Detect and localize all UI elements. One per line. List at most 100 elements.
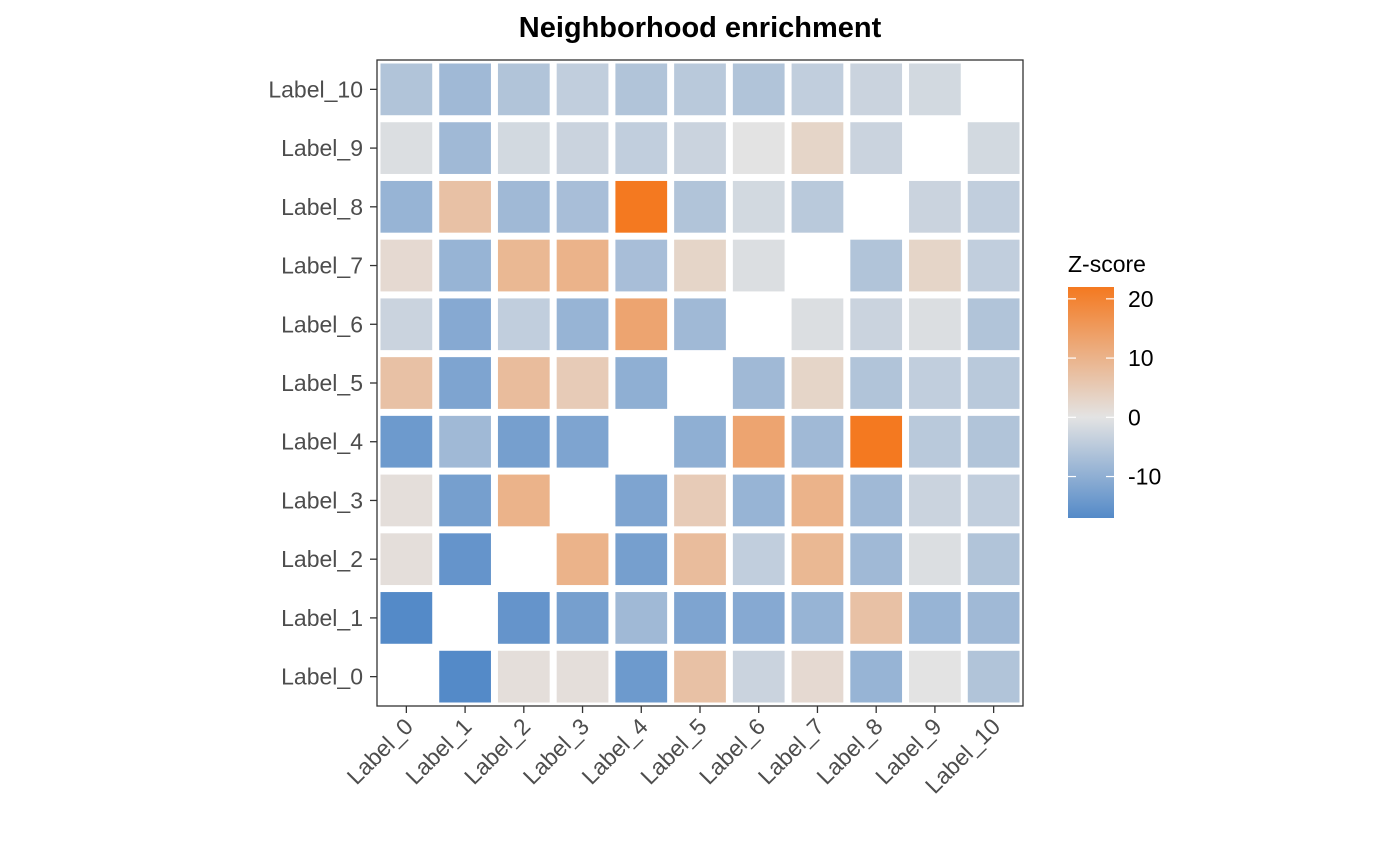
heatmap-cell-Label_1-Label_8 (439, 180, 491, 233)
heatmap-cell-Label_8-Label_10 (850, 63, 903, 116)
y-tick-label: Label_4 (281, 429, 363, 455)
heatmap-cell-Label_6-Label_2 (732, 533, 785, 586)
heatmap-cell-Label_1-Label_0 (439, 650, 491, 703)
heatmap-cell-Label_6-Label_3 (732, 474, 785, 527)
heatmap-cell-Label_10-Label_3 (967, 474, 1020, 527)
heatmap-cell-Label_0-Label_9 (380, 122, 433, 174)
heatmap-cell-Label_10-Label_7 (967, 239, 1020, 292)
heatmap-cell-Label_6-Label_10 (732, 63, 785, 116)
legend-tick-label: 20 (1128, 286, 1154, 312)
heatmap-cell-Label_10-Label_8 (967, 180, 1020, 233)
heatmap-cell-Label_4-Label_2 (615, 533, 668, 586)
y-tick-label: Label_8 (281, 194, 363, 220)
legend-tick-label: 10 (1128, 345, 1154, 371)
heatmap-cell-Label_7-Label_10 (791, 63, 844, 116)
heatmap-cell-Label_9-Label_10 (909, 63, 961, 116)
heatmap-cell-Label_0-Label_2 (380, 533, 433, 586)
heatmap-cell-Label_3-Label_0 (556, 650, 609, 703)
y-tick-label: Label_9 (281, 135, 363, 161)
heatmap-cell-Label_2-Label_6 (497, 298, 550, 351)
legend-ticks: -10 0 10 20 (1068, 286, 1161, 490)
heatmap-cell-Label_8-Label_4 (850, 415, 903, 468)
heatmap-cell-Label_5-Label_7 (674, 239, 726, 292)
heatmap-cell-Label_6-Label_1 (732, 592, 785, 644)
chart-title: Neighborhood enrichment (519, 12, 882, 44)
heatmap-cell-Label_3-Label_9 (556, 122, 609, 174)
heatmap-cell-Label_4-Label_0 (615, 650, 668, 703)
y-tick-label: Label_2 (281, 546, 363, 572)
heatmap-cell-Label_2-Label_1 (497, 592, 550, 644)
heatmap-cell-Label_2-Label_7 (497, 239, 550, 292)
heatmap-cell-Label_7-Label_1 (791, 592, 844, 644)
heatmap-cell-Label_8-Label_2 (850, 533, 903, 586)
legend: Z-score -10 0 10 20 (1068, 251, 1161, 518)
heatmap-cell-Label_0-Label_6 (380, 298, 433, 351)
heatmap-cell-Label_8-Label_1 (850, 592, 903, 644)
heatmap-cell-Label_1-Label_5 (439, 357, 491, 409)
heatmap-cell-Label_6-Label_7 (732, 239, 785, 292)
heatmap-cell-Label_4-Label_6 (615, 298, 668, 351)
heatmap-cell-Label_2-Label_4 (497, 415, 550, 468)
heatmap-cell-Label_7-Label_9 (791, 122, 844, 174)
heatmap-cell-Label_3-Label_2 (556, 533, 609, 586)
heatmap-cell-Label_6-Label_0 (732, 650, 785, 703)
y-tick-label: Label_3 (281, 487, 363, 513)
heatmap-cell-Label_5-Label_4 (674, 415, 726, 468)
heatmap-cell-Label_4-Label_1 (615, 592, 668, 644)
heatmap-cell-Label_10-Label_0 (967, 650, 1020, 703)
heatmap-cell-Label_5-Label_8 (674, 180, 726, 233)
heatmap-cell-Label_3-Label_1 (556, 592, 609, 644)
y-tick-label: Label_6 (281, 311, 363, 337)
heatmap-cell-Label_4-Label_5 (615, 357, 668, 409)
heatmap-cell-Label_4-Label_9 (615, 122, 668, 174)
heatmap-cell-Label_1-Label_6 (439, 298, 491, 351)
heatmap-cell-Label_9-Label_1 (909, 592, 961, 644)
heatmap-cell-Label_0-Label_4 (380, 415, 433, 468)
heatmap-cell-Label_2-Label_3 (497, 474, 550, 527)
heatmap-cell-Label_7-Label_2 (791, 533, 844, 586)
heatmap-cell-Label_8-Label_3 (850, 474, 903, 527)
y-tick-label: Label_10 (268, 76, 363, 102)
heatmap-cell-Label_2-Label_0 (497, 650, 550, 703)
heatmap-cell-Label_3-Label_6 (556, 298, 609, 351)
heatmap-cell-Label_3-Label_8 (556, 180, 609, 233)
y-tick-label: Label_0 (281, 664, 363, 690)
heatmap-cell-Label_6-Label_5 (732, 357, 785, 409)
y-axis: Label_0 Label_1 Label_2 Label_3 Label_4 Label… (268, 76, 377, 690)
heatmap-cell-Label_2-Label_10 (497, 63, 550, 116)
heatmap-cell-Label_0-Label_5 (380, 357, 433, 409)
heatmap-cell-Label_8-Label_6 (850, 298, 903, 351)
heatmap-cell-Label_5-Label_6 (674, 298, 726, 351)
heatmap-cells (380, 63, 1020, 703)
heatmap-cell-Label_7-Label_4 (791, 415, 844, 468)
heatmap-cell-Label_0-Label_8 (380, 180, 433, 233)
heatmap-cell-Label_5-Label_9 (674, 122, 726, 174)
heatmap-cell-Label_2-Label_9 (497, 122, 550, 174)
y-tick-label: Label_5 (281, 370, 363, 396)
heatmap-cell-Label_1-Label_10 (439, 63, 491, 116)
heatmap-cell-Label_4-Label_8 (615, 180, 668, 233)
heatmap-cell-Label_1-Label_7 (439, 239, 491, 292)
heatmap-cell-Label_2-Label_5 (497, 357, 550, 409)
heatmap-cell-Label_3-Label_7 (556, 239, 609, 292)
legend-tick-label: 0 (1128, 404, 1141, 430)
heatmap-cell-Label_9-Label_4 (909, 415, 961, 468)
heatmap-cell-Label_8-Label_5 (850, 357, 903, 409)
heatmap-cell-Label_0-Label_10 (380, 63, 433, 116)
legend-colorbar (1068, 287, 1114, 518)
heatmap-cell-Label_7-Label_6 (791, 298, 844, 351)
heatmap-cell-Label_8-Label_7 (850, 239, 903, 292)
heatmap-cell-Label_7-Label_0 (791, 650, 844, 703)
heatmap-cell-Label_9-Label_3 (909, 474, 961, 527)
heatmap-cell-Label_0-Label_3 (380, 474, 433, 527)
heatmap-cell-Label_9-Label_6 (909, 298, 961, 351)
heatmap-cell-Label_10-Label_5 (967, 357, 1020, 409)
y-tick-label: Label_1 (281, 605, 363, 631)
x-axis: Label_0Label_1Label_2Label_3Label_4Label… (342, 706, 1005, 798)
heatmap-cell-Label_3-Label_10 (556, 63, 609, 116)
heatmap-cell-Label_6-Label_4 (732, 415, 785, 468)
heatmap-cell-Label_9-Label_8 (909, 180, 961, 233)
heatmap-cell-Label_1-Label_2 (439, 533, 491, 586)
heatmap-cell-Label_0-Label_1 (380, 592, 433, 644)
heatmap-cell-Label_9-Label_5 (909, 357, 961, 409)
